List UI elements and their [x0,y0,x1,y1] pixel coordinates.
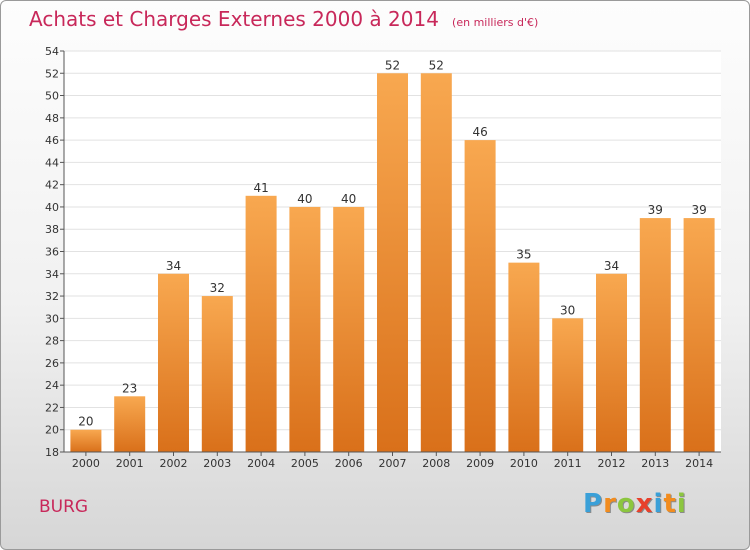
y-tick-label: 50 [45,90,59,103]
data-label-2014: 39 [691,203,706,217]
y-tick-label: 38 [45,223,59,236]
bar-2006 [333,206,365,452]
data-label-2007: 52 [385,58,400,72]
y-tick-label: 54 [45,45,59,58]
logo-letter: i [653,489,664,519]
bar-2008 [420,73,452,453]
x-tick-label-2011: 2011 [554,457,582,470]
chart-unit: (en milliers d'€) [452,16,539,29]
data-label-2004: 41 [253,181,268,195]
logo-letter: x [635,489,654,519]
data-label-2002: 34 [166,259,181,273]
y-tick-label: 46 [45,134,59,147]
data-label-2008: 52 [429,58,444,72]
y-tick-label: 28 [45,335,59,348]
y-tick-label: 40 [45,201,59,214]
y-tick-label: 44 [45,156,59,169]
x-tick-label-2001: 2001 [116,457,144,470]
logo-letter: P [583,489,604,519]
y-tick-label: 30 [45,312,59,325]
proxiti-logo[interactable]: Proxiti [583,489,687,519]
y-tick-label: 52 [45,67,59,80]
x-tick-label-2006: 2006 [335,457,363,470]
x-tick-label-2002: 2002 [160,457,188,470]
data-label-2003: 32 [210,281,225,295]
bar-2002 [158,273,189,452]
bar-2013 [639,218,671,452]
y-tick-label: 34 [45,268,59,281]
bar-2000 [70,429,102,452]
x-tick-label-2012: 2012 [598,457,626,470]
data-label-2000: 20 [78,415,93,429]
y-tick-label: 42 [45,179,59,192]
chart-title-block: Achats et Charges Externes 2000 à 2014 (… [29,7,538,31]
x-axis: 2000 2001 2002 2003 2004 2005 2006 2007 2008 2009… [64,451,721,470]
y-tick-label: 48 [45,112,59,125]
x-tick-label-2014: 2014 [685,457,713,470]
bar-2005 [289,206,321,452]
x-tick-label-2005: 2005 [291,457,319,470]
x-tick-label-2008: 2008 [422,457,450,470]
x-tick-label-2000: 2000 [72,457,100,470]
data-label-2001: 23 [122,381,137,395]
x-tick-label-2010: 2010 [510,457,538,470]
bar-2007 [377,73,408,453]
y-tick-label: 26 [45,357,59,370]
data-label-2013: 39 [648,203,663,217]
bar-2010 [508,262,540,452]
x-tick-label-2009: 2009 [466,457,494,470]
bar-2014 [683,218,715,452]
town-name: BURG [39,497,89,517]
x-tick-label-2007: 2007 [379,457,407,470]
bar-2001 [114,396,146,452]
bar-2012 [596,273,627,452]
data-label-2010: 35 [516,248,531,262]
data-label-2005: 40 [297,192,312,206]
y-tick-label: 20 [45,424,59,437]
data-label-2006: 40 [341,192,356,206]
y-tick-label: 32 [45,290,59,303]
x-tick-label-2003: 2003 [203,457,231,470]
bar-2004 [245,195,277,453]
bar-2011 [552,318,584,452]
chart-title: Achats et Charges Externes 2000 à 2014 [29,7,439,31]
x-tick-label-2013: 2013 [641,457,669,470]
y-tick-label: 36 [45,246,59,259]
y-tick-label: 24 [45,379,59,392]
data-label-2009: 46 [472,125,487,139]
data-label-2011: 30 [560,303,575,317]
bar-2009 [464,140,496,452]
logo-letter: r [603,489,617,519]
y-axis: 18 20 22 24 26 28 30 32 34 36 38 40 42 44 46 48 50 52 54 [45,45,65,459]
data-label-2012: 34 [604,259,619,273]
y-tick-label: 22 [45,401,59,414]
logo-letter: o [616,489,636,519]
y-tick-label: 18 [45,446,59,459]
logo-letter: t [663,489,677,519]
logo-letter: i [676,489,687,519]
bar-2003 [201,296,233,452]
bars: 20 23 34 32 41 40 40 52 52 46 35 30 34 39 39 [70,58,715,453]
x-tick-label-2004: 2004 [247,457,275,470]
